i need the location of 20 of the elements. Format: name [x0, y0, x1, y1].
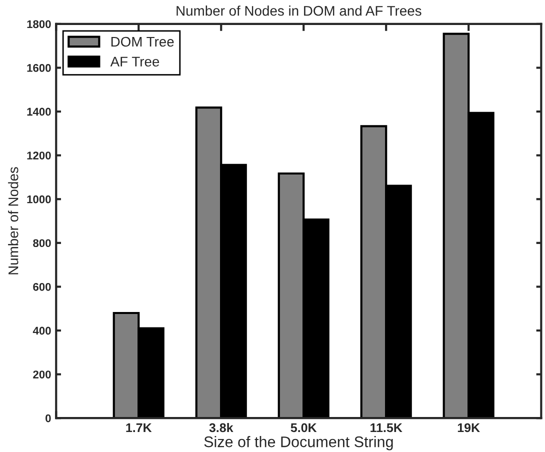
x-tick-label: 5.0K	[290, 423, 317, 432]
y-tick-label: 1200	[27, 152, 51, 160]
x-axis-title: Size of the Document String	[204, 436, 393, 450]
y-tick-label: 1000	[27, 195, 51, 204]
y-tick-label: 0	[46, 414, 51, 422]
x-tick-label: 1.7K	[126, 423, 152, 432]
x-tick-label: 11.5K	[370, 423, 402, 432]
chart-title: Number of Nodes in DOM and AF Trees	[176, 6, 422, 16]
y-tick-label: 1600	[27, 64, 51, 72]
x-tick-label: 19K	[458, 423, 480, 432]
y-tick-label: 600	[33, 282, 51, 291]
y-tick-label: 1800	[27, 20, 51, 28]
y-axis-title: Number of Nodes	[8, 167, 18, 274]
legend-label: AF Tree	[110, 56, 160, 67]
y-tick-label: 800	[33, 239, 51, 248]
y-tick-label: 200	[33, 370, 51, 378]
x-tick-label: 3.8k	[209, 422, 234, 432]
y-tick-label: 400	[32, 326, 51, 335]
legend-label: DOM Tree	[111, 36, 174, 47]
y-tick-label: 1400	[27, 108, 51, 116]
